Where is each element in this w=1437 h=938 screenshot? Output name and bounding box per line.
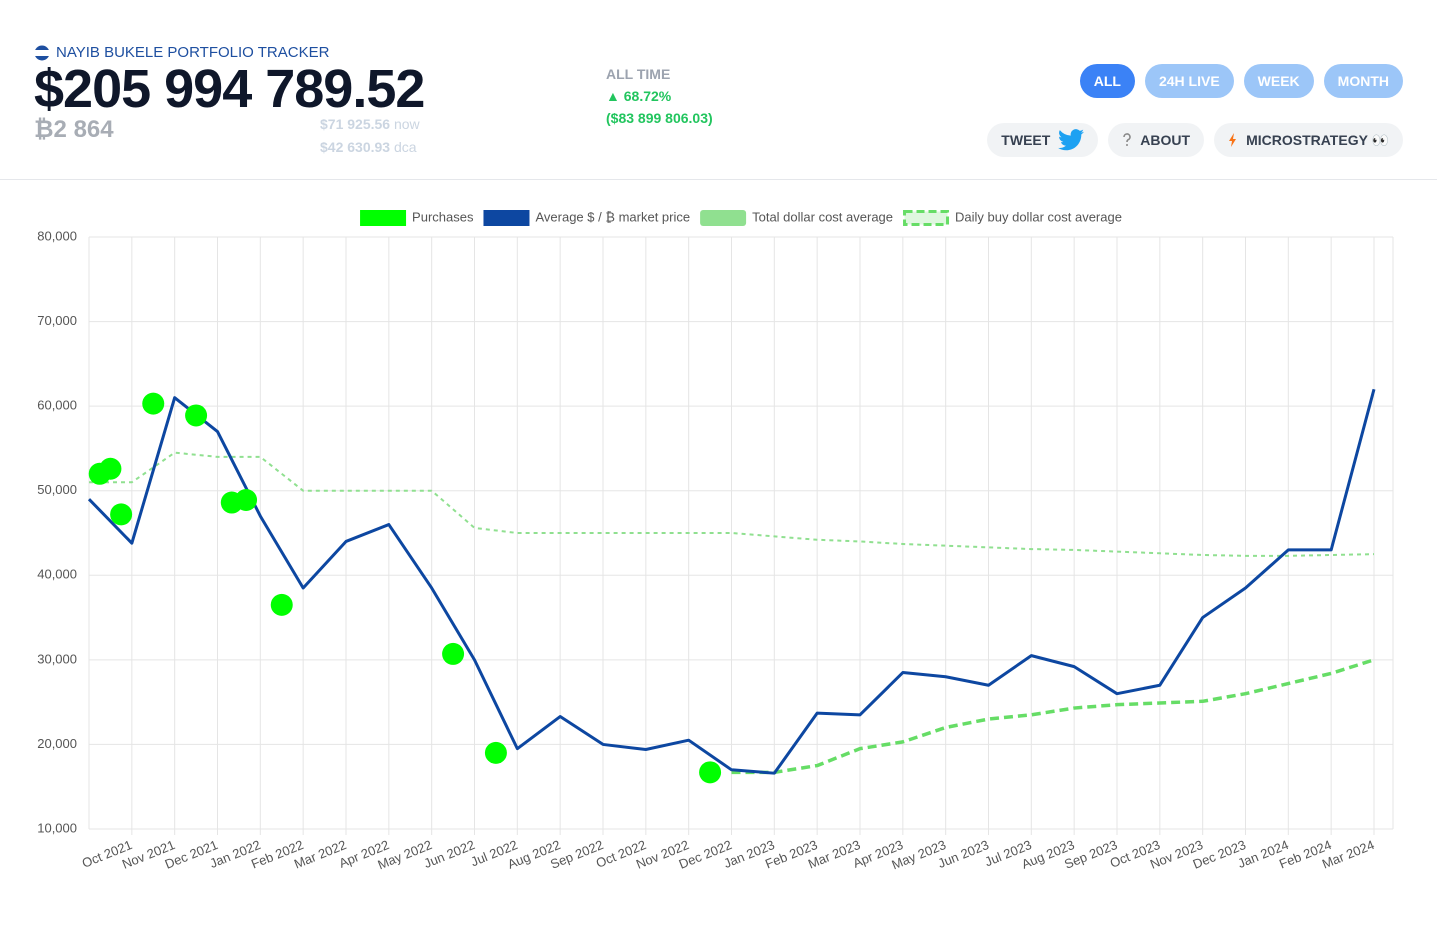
purchase-point	[142, 392, 165, 415]
y-tick-label: 30,000	[37, 651, 77, 666]
legend: Purchases Average $ / ₿ market price Total…	[360, 209, 1122, 226]
bolt-icon	[1229, 133, 1237, 147]
range-button[interactable]: 24H LIVE	[1144, 64, 1234, 98]
y-tick-label: 50,000	[37, 482, 77, 497]
range-button[interactable]: WEEK	[1243, 64, 1314, 98]
label: ABOUT	[1140, 132, 1191, 148]
btc-holdings: ₿2 864	[34, 116, 114, 143]
tweet-button[interactable]: TWEET	[987, 123, 1099, 157]
legend-label: Daily buy dollar cost average	[955, 209, 1122, 224]
range-button[interactable]: ALL	[1079, 64, 1135, 98]
legend-swatch	[483, 210, 530, 226]
flag-icon	[34, 45, 50, 61]
series-line	[89, 451, 1375, 557]
range-button[interactable]: MONTH	[1323, 64, 1403, 98]
legend-swatch	[360, 210, 407, 226]
chart: 10,000 20,000 30,000 40,000 50,000 60,000 70,0…	[37, 209, 1394, 872]
purchase-point	[99, 457, 122, 480]
microstrategy-button[interactable]: MICROSTRATEGY 👀	[1214, 123, 1403, 157]
purchase-point	[110, 503, 133, 526]
legend-label: Total dollar cost average	[752, 209, 893, 224]
price: $42 630.93	[320, 139, 391, 155]
purchase-point	[699, 761, 722, 784]
period-label: ALL TIME	[606, 66, 671, 82]
y-tick-label: 10,000	[37, 820, 77, 835]
purchase-point	[270, 593, 293, 616]
legend-label: Average $ / ₿ market price	[535, 209, 690, 224]
y-tick-label: 70,000	[37, 313, 77, 328]
price-dca: $42 630.93 dca	[320, 139, 417, 155]
y-tick-label: 80,000	[37, 228, 77, 243]
y-tick-label: 20,000	[37, 736, 77, 751]
price-caption: dca	[393, 139, 417, 155]
purchase-point	[484, 741, 507, 764]
change-percent: ▲ 68.72%	[606, 88, 672, 104]
title: NAYIB BUKELE PORTFOLIO TRACKER	[56, 44, 330, 61]
price-caption: now	[393, 116, 420, 132]
price-now: $71 925.56 now	[320, 116, 420, 132]
price: $71 925.56	[320, 116, 391, 132]
portfolio-value: $205 994 789.52	[34, 59, 425, 119]
about-button[interactable]: ABOUT	[1108, 123, 1205, 157]
purchase-point	[185, 404, 208, 427]
change-amount: ($83 899 806.03)	[606, 110, 713, 126]
series-line	[731, 658, 1375, 775]
range-buttons: ALL 24H LIVE WEEK MONTH	[1079, 64, 1403, 98]
y-tick-label: 40,000	[37, 567, 77, 582]
legend-swatch	[903, 210, 950, 226]
twitter-icon	[1058, 129, 1085, 151]
separator	[0, 179, 1437, 180]
purchase-point	[442, 642, 465, 665]
label: MICROSTRATEGY 👀	[1246, 131, 1389, 148]
y-tick-label: 60,000	[37, 398, 77, 413]
legend-label: Purchases	[412, 209, 474, 224]
link-buttons: TWEET ABOUT MICROSTRATEGY 👀	[987, 123, 1403, 157]
label: TWEET	[1001, 132, 1051, 148]
legend-swatch	[700, 210, 747, 226]
question-icon	[1123, 133, 1132, 146]
series-line	[87, 388, 1376, 775]
purchase-point	[235, 489, 258, 512]
